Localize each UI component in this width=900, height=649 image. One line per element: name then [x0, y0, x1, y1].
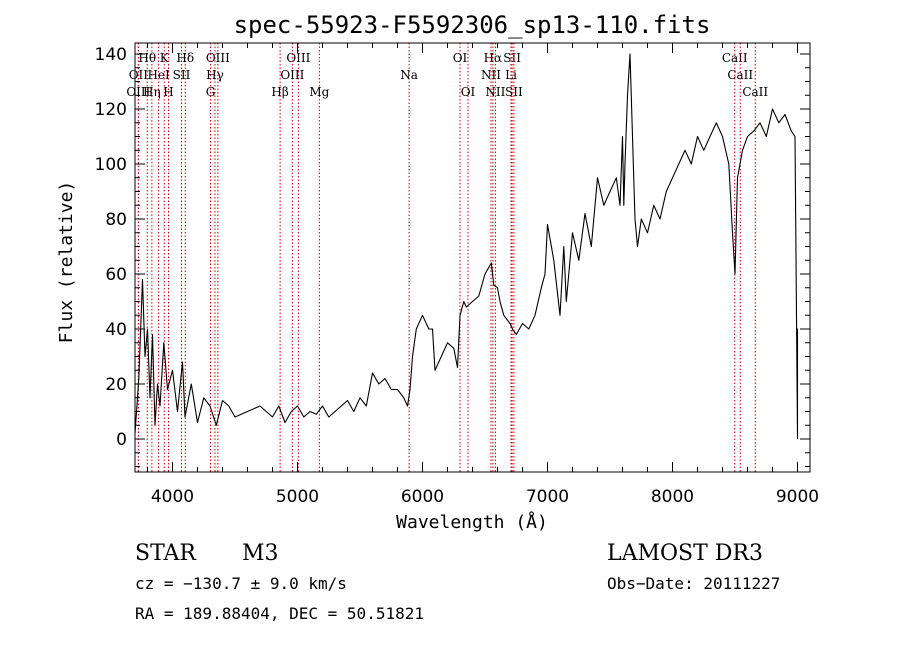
- obs-date: Obs−Date: 20111227: [607, 574, 780, 593]
- x-tick-label: 8000: [651, 487, 694, 507]
- y-axis: 0 20 40 60 80 100 120 140: [95, 45, 810, 467]
- marker-label: SII: [503, 51, 521, 65]
- object-subclass: M3: [242, 541, 279, 566]
- marker-label: Hγ: [206, 68, 224, 82]
- y-tick-label: 60: [105, 265, 127, 285]
- marker-label: H: [163, 85, 173, 99]
- marker-label: SII: [173, 68, 191, 82]
- y-tick-label: 40: [105, 320, 127, 340]
- x-axis: 4000 5000 6000 7000 8000 9000: [147, 43, 819, 507]
- marker-label: K: [160, 51, 170, 65]
- x-tick-label: 6000: [401, 487, 444, 507]
- marker-label: CaII: [742, 85, 768, 99]
- marker-label: Mg: [309, 85, 329, 99]
- survey-label: LAMOST DR3: [607, 541, 763, 566]
- marker-label: NII: [481, 68, 501, 82]
- spectrum-series: [134, 53, 799, 439]
- marker-label: CaII: [722, 51, 748, 65]
- marker-label: OI: [461, 85, 476, 99]
- redshift-cz: cz = −130.7 ± 9.0 km/s: [135, 574, 347, 593]
- marker-label: SII: [505, 85, 523, 99]
- x-tick-label: 7000: [526, 487, 569, 507]
- marker-label: HeI: [147, 68, 170, 82]
- marker-label: OI: [453, 51, 468, 65]
- marker-label: Hδ: [176, 51, 194, 65]
- spectrum-line: [134, 53, 799, 439]
- marker-label: NII: [485, 85, 505, 99]
- marker-label: Hα: [484, 51, 503, 65]
- y-tick-label: 120: [95, 100, 127, 120]
- marker-label: G: [206, 85, 216, 99]
- plot-frame: [134, 42, 811, 473]
- marker-label: OIII: [126, 85, 150, 99]
- marker-label: OIII: [286, 51, 310, 65]
- chart-title: spec-55923-F5592306_sp13-110.fits: [234, 11, 711, 39]
- marker-label: Hθ: [138, 51, 156, 65]
- marker-label: Hη: [143, 85, 161, 99]
- marker-label: OIII: [280, 68, 304, 82]
- marker-label: CaII: [727, 68, 753, 82]
- marker-label: Na: [400, 68, 418, 82]
- x-tick-label: 9000: [776, 487, 819, 507]
- x-tick-label: 4000: [151, 487, 194, 507]
- ra-dec-coordinates: RA = 189.88404, DEC = 50.51821: [135, 604, 424, 623]
- y-tick-label: 100: [95, 155, 127, 175]
- marker-label: OIII: [206, 51, 230, 65]
- x-axis-label: Wavelength (Å): [396, 511, 548, 533]
- y-tick-label: 140: [95, 45, 127, 65]
- x-tick-label: 5000: [276, 487, 319, 507]
- y-tick-label: 80: [105, 210, 127, 230]
- y-tick-label: 0: [116, 430, 127, 450]
- object-class: STAR: [135, 541, 197, 566]
- marker-label: Li: [505, 68, 517, 82]
- y-tick-label: 20: [105, 375, 127, 395]
- y-axis-label: Flux (relative): [56, 181, 77, 344]
- marker-label: Hβ: [271, 85, 288, 99]
